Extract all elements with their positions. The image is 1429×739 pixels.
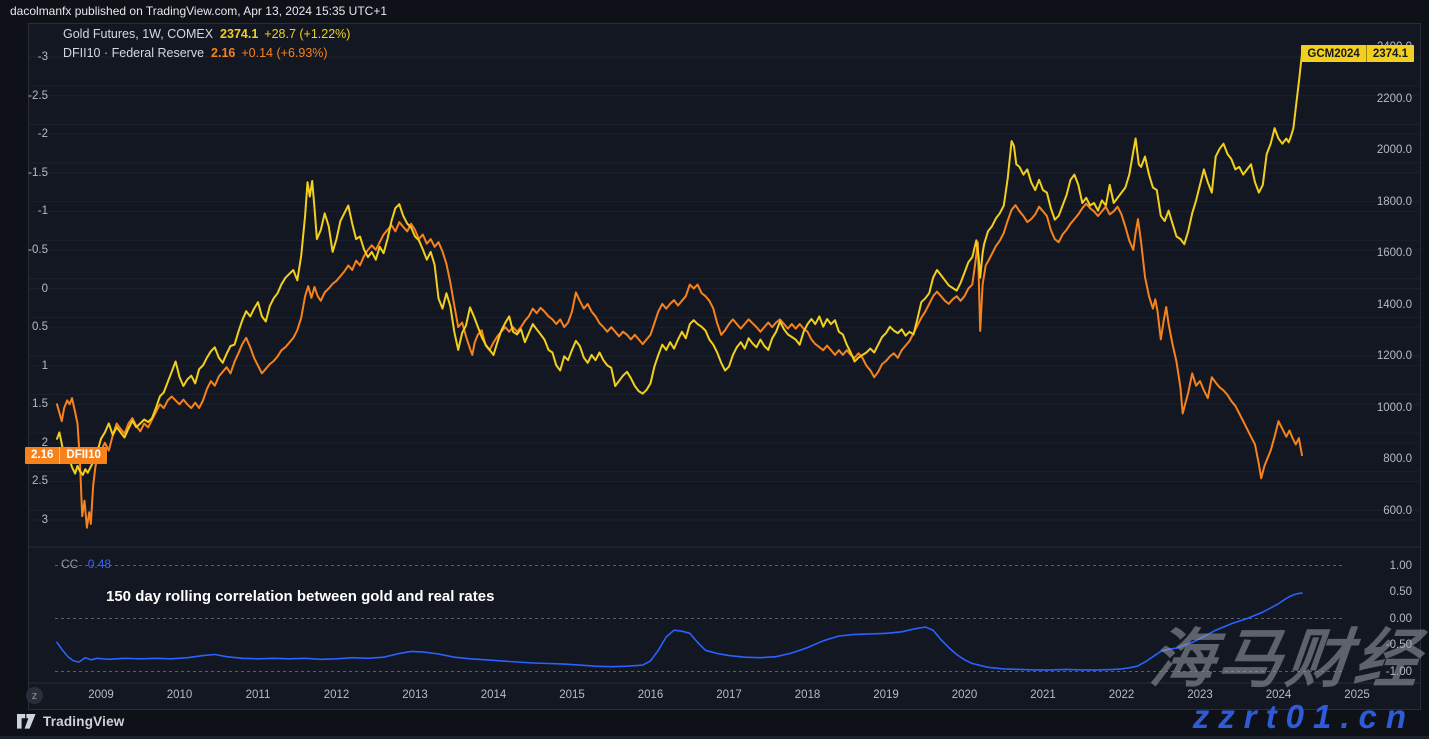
left-axis-tick: 1	[41, 359, 48, 372]
watermark-cn: 海马财经	[1146, 623, 1427, 695]
time-axis-tick: 2024	[1265, 689, 1292, 701]
cc-axis-tick: -0.50	[1385, 639, 1412, 651]
cc-axis-tick: -1.00	[1385, 665, 1412, 678]
dfii-price-label-ticker: DFII10	[59, 446, 107, 464]
time-axis-tick: 2010	[166, 689, 193, 701]
left-axis-tick: -1.5	[28, 166, 48, 179]
chart-widget[interactable]	[28, 23, 1421, 710]
time-axis-tick: 2012	[323, 689, 350, 701]
bottom-strip	[0, 736, 1429, 739]
time-axis-tick: 2017	[716, 689, 742, 701]
right-axis-tick: 1400.0	[1376, 298, 1412, 311]
right-axis-tick: 800.0	[1383, 453, 1412, 466]
time-axis-tick: 2020	[951, 689, 978, 701]
dfii-legend-value: 2.16	[211, 46, 236, 60]
right-axis-tick: 2000.0	[1376, 144, 1412, 157]
watermark-url: zzrt01.cn	[1192, 698, 1415, 735]
legend-dfii[interactable]: DFII10 · Federal Reserve 2.16 +0.14 (+6.93…	[63, 46, 328, 60]
time-axis-tick: 2022	[1108, 689, 1135, 701]
published-bar: dacolmanfx published on TradingView.com,…	[10, 4, 388, 18]
dfii10-line	[56, 202, 1303, 529]
left-axis-tick: -2	[37, 128, 48, 141]
gold-price-label: GCM2024 2374.1	[1301, 45, 1414, 63]
time-axis-tick: 2021	[1030, 689, 1056, 701]
left-axis-tick: -2.5	[28, 89, 48, 102]
timezone-badge[interactable]: z	[26, 687, 43, 704]
gold-legend-change: +28.7 (+1.22%)	[264, 27, 351, 41]
right-axis-tick: 1000.0	[1376, 401, 1412, 414]
gold-legend-title[interactable]: Gold Futures, 1W, COMEX	[63, 27, 214, 41]
correlation-annotation: 150 day rolling correlation between gold…	[106, 588, 495, 605]
time-axis-tick: 2016	[637, 689, 664, 701]
dfii-price-label-value: 2.16	[31, 449, 54, 462]
correlation-line	[56, 592, 1303, 671]
right-axis-tick: 1200.0	[1376, 350, 1412, 363]
left-axis-tick: -3	[37, 51, 48, 63]
left-axis-tick: 2.5	[32, 475, 48, 488]
dfii-price-label: 2.16 DFII10	[25, 446, 107, 464]
left-axis-tick: 0	[41, 282, 48, 295]
left-axis-tick: 0.5	[32, 321, 48, 334]
time-axis-tick: 2025	[1344, 689, 1370, 701]
cc-axis-tick: 0.50	[1389, 586, 1412, 598]
legend-gold[interactable]: Gold Futures, 1W, COMEX 2374.1 +28.7 (+1.2…	[63, 27, 350, 41]
left-axis-tick: -0.5	[28, 243, 48, 256]
gold-price-label-value: 2374.1	[1365, 45, 1414, 63]
cc-legend[interactable]: CC 0.48	[61, 557, 111, 571]
gold-price-label-ticker: GCM2024	[1307, 47, 1360, 60]
cc-axis-tick: 0.00	[1389, 612, 1412, 625]
right-axis-tick: 1800.0	[1376, 195, 1412, 208]
time-axis-tick: 2018	[794, 689, 821, 701]
time-axis-tick: 2009	[88, 689, 114, 701]
gold-futures-line	[56, 52, 1303, 476]
cc-legend-value: 0.48	[87, 557, 112, 571]
footer: TradingView	[17, 714, 124, 729]
dfii-legend-change: +0.14 (+6.93%)	[241, 46, 328, 60]
gold-legend-value: 2374.1	[220, 27, 259, 41]
right-axis-tick: 600.0	[1383, 505, 1412, 517]
time-axis-tick: 2011	[245, 689, 271, 701]
time-axis-tick: 2019	[873, 689, 899, 701]
left-axis-tick: 1.5	[32, 398, 48, 411]
tradingview-logo-text[interactable]: TradingView	[43, 714, 125, 729]
time-axis-tick: 2023	[1187, 689, 1213, 701]
left-axis-tick: 2	[41, 436, 48, 449]
tradingview-logo-icon[interactable]	[17, 714, 36, 729]
left-axis-tick: -1	[37, 205, 48, 218]
time-axis-tick: 2014	[480, 689, 507, 701]
left-axis-tick: 3	[41, 514, 48, 526]
time-axis-tick: 2015	[559, 689, 585, 701]
right-axis-tick: 1600.0	[1376, 247, 1412, 260]
time-axis-tick: 2013	[402, 689, 428, 701]
right-axis-tick: 2200.0	[1376, 92, 1412, 105]
cc-axis-tick: 1.00	[1389, 559, 1412, 572]
cc-legend-label[interactable]: CC	[61, 557, 79, 571]
dfii-legend-title[interactable]: DFII10 · Federal Reserve	[63, 46, 205, 60]
